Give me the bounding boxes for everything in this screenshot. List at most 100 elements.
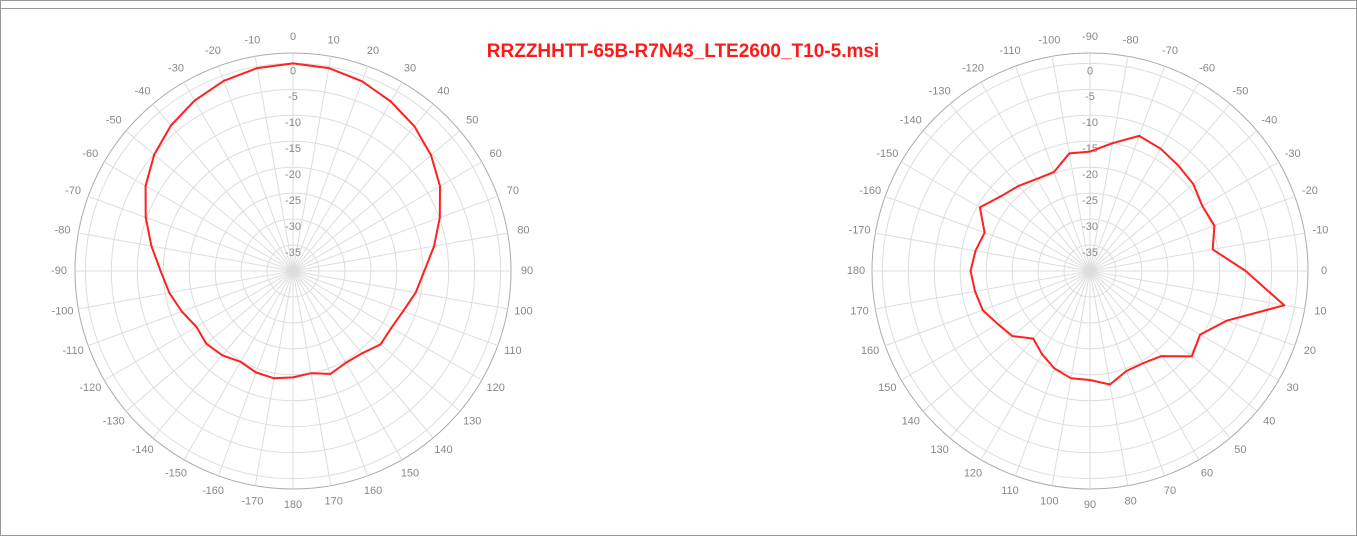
- theta-tick-label: -40: [135, 86, 151, 98]
- theta-tick-label: 30: [404, 62, 416, 74]
- theta-tick-label: -10: [1312, 224, 1328, 236]
- theta-tick-label: -150: [876, 148, 898, 160]
- theta-tick-label: 40: [437, 86, 449, 98]
- theta-tick-label: 120: [964, 468, 982, 480]
- theta-tick-label: 30: [1287, 382, 1299, 394]
- ring: [985, 166, 1195, 376]
- theta-tick-label: -90: [51, 265, 67, 277]
- r-tick-label: -25: [285, 195, 301, 207]
- theta-tick-label: 150: [401, 468, 419, 480]
- theta-tick-label: 180: [284, 499, 302, 511]
- ring: [959, 140, 1221, 402]
- chart-title: RRZZHHTT-65B-R7N43_LTE2600_T10-5.msi: [487, 41, 879, 62]
- ring: [214, 192, 372, 350]
- theta-tick-label: 0: [290, 31, 296, 43]
- theta-tick-label: 10: [328, 34, 340, 46]
- ring: [240, 218, 346, 324]
- theta-tick-label: -170: [849, 224, 871, 236]
- theta-tick-label: 100: [514, 306, 532, 318]
- r-tick-label: -15: [285, 143, 301, 155]
- theta-tick-label: 140: [434, 444, 452, 456]
- r-tick-label: -10: [285, 117, 301, 129]
- theta-tick-label: -30: [1285, 148, 1301, 160]
- theta-tick-label: 90: [521, 265, 533, 277]
- theta-tick-label: 20: [367, 45, 379, 57]
- theta-tick-label: -160: [202, 485, 224, 497]
- theta-tick-label: -50: [1232, 86, 1248, 98]
- theta-tick-label: -40: [1261, 114, 1277, 126]
- theta-tick-label: 100: [1040, 495, 1058, 507]
- theta-tick-label: 110: [1001, 485, 1019, 497]
- theta-tick-label: 80: [1125, 495, 1137, 507]
- theta-tick-label: 40: [1263, 415, 1275, 427]
- theta-tick-label: -150: [165, 468, 187, 480]
- r-tick-label: -35: [1082, 247, 1098, 259]
- r-tick-label: -30: [1082, 221, 1098, 233]
- theta-tick-label: 60: [1201, 468, 1213, 480]
- theta-tick-label: -130: [929, 86, 951, 98]
- theta-tick-label: -70: [1162, 45, 1178, 57]
- theta-tick-label: 60: [490, 148, 502, 160]
- theta-tick-label: 130: [930, 444, 948, 456]
- r-tick-label: 0: [290, 65, 296, 77]
- r-tick-label: -20: [285, 169, 301, 181]
- ring: [1011, 192, 1169, 350]
- theta-tick-label: 160: [364, 485, 382, 497]
- theta-tick-label: -120: [962, 62, 984, 74]
- theta-tick-label: -20: [205, 45, 221, 57]
- theta-tick-label: 0: [1321, 265, 1327, 277]
- theta-tick-label: 170: [850, 306, 868, 318]
- theta-tick-label: -160: [859, 185, 881, 197]
- theta-tick-label: 180: [847, 265, 865, 277]
- theta-tick-label: 160: [861, 345, 879, 357]
- theta-tick-label: 150: [878, 382, 896, 394]
- ring: [1063, 244, 1117, 298]
- theta-tick-label: -80: [55, 224, 71, 236]
- pattern-line: [969, 134, 1286, 386]
- theta-tick-label: 20: [1304, 345, 1316, 357]
- ring: [881, 62, 1299, 480]
- theta-tick-label: 70: [1164, 485, 1176, 497]
- theta-tick-label: -30: [168, 62, 184, 74]
- theta-tick-label: -60: [82, 148, 98, 160]
- theta-tick-label: -170: [241, 495, 263, 507]
- theta-tick-label: -110: [999, 45, 1020, 57]
- theta-tick-label: -100: [1038, 34, 1060, 46]
- theta-tick-label: 170: [324, 495, 342, 507]
- ring: [266, 244, 320, 298]
- theta-tick-label: 50: [1234, 444, 1246, 456]
- theta-tick-label: -60: [1199, 62, 1215, 74]
- ring: [162, 140, 424, 402]
- r-tick-label: -20: [1082, 169, 1098, 181]
- theta-tick-label: 120: [486, 382, 504, 394]
- ring: [136, 114, 450, 428]
- pattern-line: [144, 62, 441, 380]
- theta-tick-label: -140: [132, 444, 154, 456]
- ring: [110, 88, 476, 454]
- theta-tick-label: -80: [1123, 34, 1139, 46]
- theta-tick-label: 50: [466, 114, 478, 126]
- theta-tick-label: -100: [52, 306, 74, 318]
- r-tick-label: -30: [285, 221, 301, 233]
- theta-tick-label: -140: [900, 114, 922, 126]
- theta-tick-label: -130: [103, 415, 125, 427]
- r-tick-label: 0: [1087, 65, 1093, 77]
- theta-tick-label: -70: [65, 185, 81, 197]
- ring: [188, 166, 398, 376]
- theta-tick-label: -110: [63, 345, 84, 357]
- theta-tick-label: 90: [1084, 499, 1096, 511]
- r-tick-label: -35: [285, 247, 301, 259]
- theta-tick-label: -90: [1082, 31, 1098, 43]
- theta-tick-label: -50: [106, 114, 122, 126]
- theta-tick-label: 110: [504, 345, 522, 357]
- theta-tick-label: 140: [902, 415, 920, 427]
- r-tick-label: -5: [288, 91, 298, 103]
- theta-tick-label: -10: [244, 34, 260, 46]
- theta-tick-label: 80: [517, 224, 529, 236]
- r-tick-label: -10: [1082, 117, 1098, 129]
- theta-tick-label: -20: [1302, 185, 1318, 197]
- theta-tick-label: 70: [507, 185, 519, 197]
- ring: [907, 88, 1273, 454]
- r-tick-label: -25: [1082, 195, 1098, 207]
